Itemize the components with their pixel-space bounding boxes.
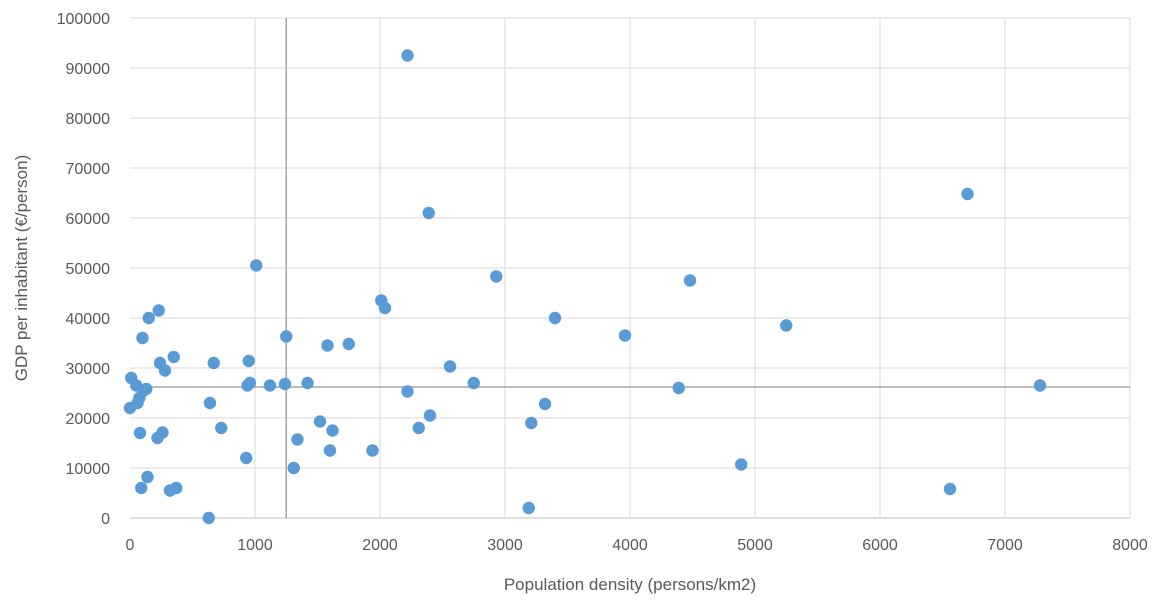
x-axis-title: Population density (persons/km2): [504, 575, 756, 594]
data-point: [215, 421, 228, 435]
y-axis-title: GDP per inhabitant (€/person): [12, 155, 31, 381]
data-point: [1033, 379, 1047, 392]
data-point: [538, 397, 552, 411]
y-tick-label: 0: [101, 511, 110, 528]
data-point: [133, 426, 147, 440]
data-point: [672, 381, 685, 395]
y-tick-label: 10000: [66, 461, 111, 478]
data-point: [423, 409, 437, 422]
y-tick-label: 90000: [66, 61, 111, 78]
data-point: [326, 424, 339, 437]
data-point: [412, 421, 425, 435]
data-point: [136, 331, 149, 345]
data-point: [467, 376, 480, 390]
data-point: [490, 270, 503, 283]
data-point: [243, 376, 257, 390]
y-tick-label: 70000: [66, 161, 111, 178]
data-point: [152, 304, 165, 317]
x-tick-label: 7000: [987, 537, 1023, 554]
y-axis-ticks: 0 10000 20000 30000 40000 50000 60000 70000 8000…: [57, 11, 110, 528]
data-point: [242, 354, 255, 368]
y-tick-label: 80000: [66, 111, 111, 128]
data-point: [263, 379, 277, 392]
data-point: [401, 385, 414, 398]
x-tick-label: 2000: [362, 537, 398, 554]
data-point: [280, 330, 293, 343]
x-tick-label: 0: [126, 537, 135, 554]
data-point: [142, 311, 155, 325]
data-points: [123, 49, 1047, 525]
grid: [130, 17, 1131, 519]
data-point: [323, 444, 337, 457]
data-point: [342, 337, 355, 351]
x-axis-ticks: 0 1000 2000 3000 4000 5000 6000 7000 8000: [126, 537, 1148, 554]
x-tick-label: 5000: [737, 537, 773, 554]
data-point: [525, 416, 538, 430]
data-point: [735, 458, 748, 471]
data-point: [313, 415, 327, 428]
x-tick-label: 3000: [487, 537, 523, 554]
x-tick-label: 8000: [1112, 537, 1148, 554]
data-point: [278, 377, 292, 391]
data-point: [202, 511, 215, 525]
data-point: [961, 187, 974, 201]
data-point: [287, 461, 300, 475]
x-tick-label: 6000: [862, 537, 898, 554]
data-point: [167, 350, 180, 364]
data-point: [156, 426, 169, 439]
data-point: [548, 311, 562, 325]
data-point: [401, 49, 414, 62]
data-point: [140, 382, 153, 396]
y-tick-label: 100000: [57, 11, 110, 28]
data-point: [170, 481, 183, 495]
data-point: [366, 444, 379, 457]
y-tick-label: 40000: [66, 311, 111, 328]
data-point: [291, 433, 304, 446]
data-point: [207, 356, 220, 370]
data-point: [301, 376, 314, 390]
data-point: [203, 396, 217, 410]
y-tick-label: 50000: [66, 261, 111, 278]
data-point: [522, 501, 535, 515]
y-tick-label: 60000: [66, 211, 111, 228]
x-tick-label: 4000: [612, 537, 648, 554]
y-tick-label: 30000: [66, 361, 111, 378]
data-point: [443, 360, 457, 373]
x-tick-label: 1000: [237, 537, 273, 554]
data-point: [618, 329, 632, 342]
data-point: [683, 274, 697, 287]
reference-lines: [130, 18, 1130, 518]
data-point: [135, 481, 148, 495]
data-point: [422, 206, 435, 220]
data-point: [943, 482, 957, 496]
data-point: [158, 364, 172, 377]
data-point: [141, 470, 154, 484]
data-point: [321, 339, 334, 352]
data-point: [250, 259, 263, 272]
data-point: [240, 451, 253, 465]
data-point: [780, 319, 793, 332]
data-point: [378, 301, 392, 315]
y-tick-label: 20000: [66, 411, 111, 428]
